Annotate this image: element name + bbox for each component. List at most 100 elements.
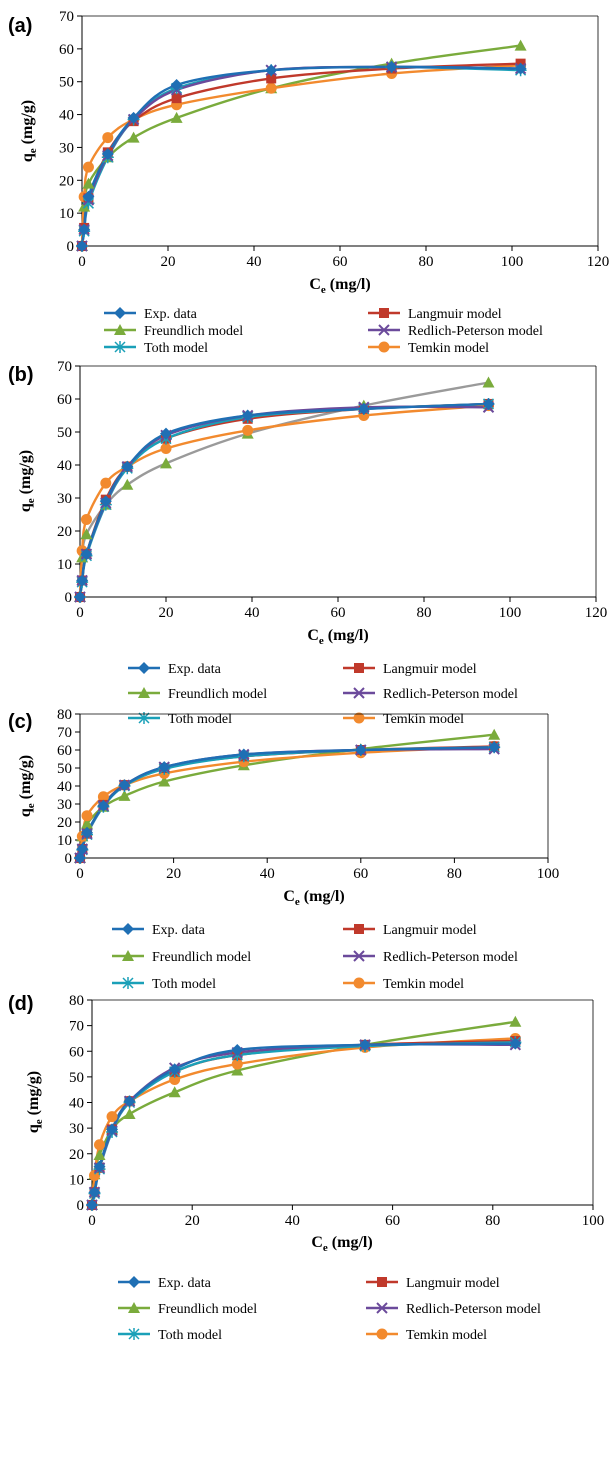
data-point-exp-data xyxy=(88,1186,101,1199)
data-point-exp-data xyxy=(127,111,140,124)
series-points-freundlich-model xyxy=(76,39,527,251)
y-tick-label: 20 xyxy=(69,1147,84,1163)
legend-label: Langmuir model xyxy=(408,307,502,322)
legend-marker xyxy=(353,687,365,699)
series-points-temkin-model xyxy=(74,400,494,603)
series-line-redlich-peterson-model xyxy=(78,747,496,860)
legend-item-langmuir-model: Langmuir model xyxy=(366,1276,500,1291)
data-point-exp-data xyxy=(121,460,134,473)
legend-label: Langmuir model xyxy=(383,662,477,677)
data-point-exp-data xyxy=(170,79,183,91)
series-points-langmuir-model xyxy=(75,398,494,602)
y-tick-label: 0 xyxy=(65,590,73,606)
series-points-langmuir-model xyxy=(77,58,526,251)
legend-marker xyxy=(377,1277,387,1287)
y-tick-label: 60 xyxy=(57,743,72,759)
legend-label: Toth model xyxy=(144,341,208,356)
y-tick-label: 60 xyxy=(59,42,74,58)
legend-item-redlich-peterson-model: Redlich-Peterson model xyxy=(368,324,543,339)
data-point-temkin-model xyxy=(106,1111,118,1123)
x-tick-label: 20 xyxy=(166,866,181,882)
legend-marker xyxy=(376,1302,388,1314)
legend-marker xyxy=(128,1302,140,1313)
legend-item-toth-model: Toth model xyxy=(128,712,232,727)
x-tick-label: 100 xyxy=(582,1213,605,1229)
y-tick-label: 60 xyxy=(57,392,72,408)
legend-item-temkin-model: Temkin model xyxy=(343,712,464,727)
legend-label: Redlich-Peterson model xyxy=(383,687,518,702)
legend-item-redlich-peterson-model: Redlich-Peterson model xyxy=(366,1302,541,1317)
x-tick-label: 80 xyxy=(485,1213,500,1229)
legend-marker xyxy=(138,712,150,724)
legend-item-freundlich-model: Freundlich model xyxy=(112,950,251,965)
legend-label: Freundlich model xyxy=(152,950,251,965)
y-axis-title: qe (mg/g) xyxy=(19,100,39,162)
data-point-temkin-model xyxy=(265,82,277,94)
data-point-exp-data xyxy=(241,409,254,422)
series-points-redlich-peterson-model xyxy=(86,1039,522,1211)
legend-item-temkin-model: Temkin model xyxy=(366,1328,487,1343)
legend-marker xyxy=(114,307,126,319)
y-tick-label: 20 xyxy=(57,815,72,831)
legend-item-redlich-peterson-model: Redlich-Peterson model xyxy=(343,687,518,702)
legend-item-freundlich-model: Freundlich model xyxy=(118,1302,257,1317)
legend-item-toth-model: Toth model xyxy=(118,1328,222,1343)
chart-panel-3: (c) 0 10 20 30 40 50 60 70 80 0 20 40 60 80 100 qe (mg/g… xyxy=(8,707,559,992)
series-points-toth-model xyxy=(74,397,495,603)
legend-label: Langmuir model xyxy=(383,923,477,938)
series-line-redlich-peterson-model xyxy=(80,65,522,248)
data-point-freundlich-model xyxy=(488,728,501,740)
data-point-exp-data xyxy=(99,495,112,508)
series-line-exp-data xyxy=(80,65,522,248)
data-point-temkin-model xyxy=(81,810,93,822)
legend-marker xyxy=(378,324,390,336)
data-point-freundlich-model xyxy=(80,528,93,540)
legend-marker xyxy=(378,341,390,353)
y-tick-label: 70 xyxy=(57,725,72,741)
data-point-freundlich-model xyxy=(514,39,527,51)
legend-item-langmuir-model: Langmuir model xyxy=(343,662,477,677)
series-line-toth-model xyxy=(78,402,490,599)
x-axis-title: Ce (mg/l) xyxy=(283,888,344,908)
legend-label: Temkin model xyxy=(383,977,464,992)
legend-marker xyxy=(353,712,365,724)
series-points-temkin-model xyxy=(86,1032,521,1211)
series-line-toth-model xyxy=(80,65,522,248)
legend-item-freundlich-model: Freundlich model xyxy=(104,324,243,339)
x-tick-label: 20 xyxy=(161,254,176,270)
legend-label: Toth model xyxy=(168,712,232,727)
x-tick-label: 20 xyxy=(159,605,174,621)
x-tick-label: 60 xyxy=(353,866,368,882)
series-points-exp-data xyxy=(86,1037,522,1211)
y-axis-title: qe (mg/g) xyxy=(17,450,37,512)
data-point-temkin-model xyxy=(80,513,92,525)
data-point-temkin-model xyxy=(97,791,109,803)
x-tick-label: 0 xyxy=(78,254,86,270)
y-tick-label: 50 xyxy=(57,761,72,777)
legend-label: Temkin model xyxy=(383,712,464,727)
legend: Exp. data Langmuir model Freundlich model R… xyxy=(128,662,518,727)
x-tick-label: 20 xyxy=(185,1213,200,1229)
y-tick-label: 0 xyxy=(77,1198,85,1214)
x-tick-label: 120 xyxy=(587,254,610,270)
data-point-freundlich-model xyxy=(78,200,91,212)
y-tick-label: 30 xyxy=(59,140,74,156)
legend-item-exp-data: Exp. data xyxy=(112,923,206,938)
data-point-freundlich-model xyxy=(158,775,171,787)
legend: Exp. data Langmuir model Freundlich model R… xyxy=(112,923,518,992)
data-point-exp-data xyxy=(118,779,131,792)
data-point-langmuir-model xyxy=(171,93,182,104)
series-line-temkin-model xyxy=(80,64,522,248)
data-point-freundlich-model xyxy=(118,789,131,801)
data-point-exp-data xyxy=(514,62,527,75)
legend-marker xyxy=(379,308,389,318)
data-point-freundlich-model xyxy=(121,478,134,490)
y-tick-label: 10 xyxy=(57,557,72,573)
x-tick-label: 40 xyxy=(247,254,262,270)
legend-marker xyxy=(354,663,364,673)
series-line-temkin-model xyxy=(78,404,490,599)
series-line-langmuir-model xyxy=(78,745,496,860)
series-points-redlich-peterson-model xyxy=(74,401,495,603)
data-point-temkin-model xyxy=(242,424,254,436)
x-tick-label: 100 xyxy=(499,605,522,621)
